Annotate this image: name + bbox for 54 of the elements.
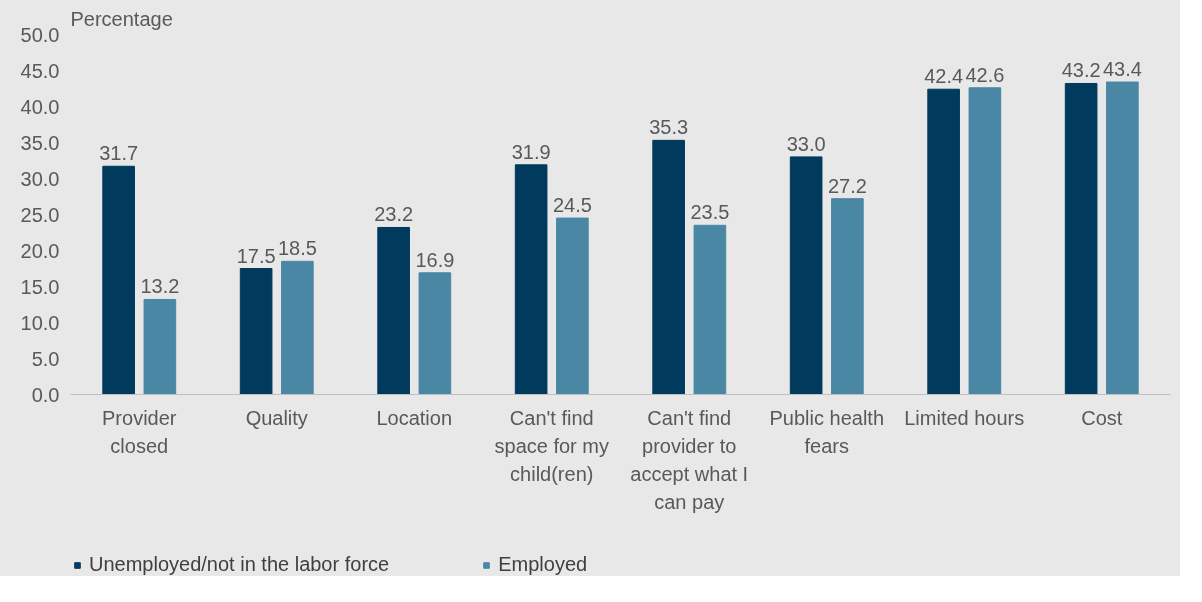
bar [1064,82,1098,395]
data-label: 23.5 [690,201,730,224]
legend-label: Employed [498,553,588,576]
x-tick-label: Cost [1081,406,1123,429]
x-tick-label: Can't find provider to accept what I can pay [630,406,749,513]
data-label: 16.9 [415,248,455,271]
bar [831,198,864,395]
data-label: 43.4 [1102,58,1142,81]
y-tick-label: 15.0 [20,275,60,298]
y-tick-label: 10.0 [20,311,60,334]
bar [143,298,177,395]
bar [556,217,589,395]
y-tick-label: 25.0 [20,203,60,226]
y-tick-label: 0.0 [31,383,60,406]
y-tick-label: 5.0 [31,347,60,370]
data-label: 35.3 [649,116,689,139]
x-tick-label: Limited hours [904,406,1025,429]
data-label: 42.6 [965,63,1005,86]
bar [927,88,960,395]
bar [1106,81,1139,395]
x-tick-label: Quality [245,406,308,429]
x-tick-label: Location [376,406,453,429]
bar [239,268,273,395]
data-label: 43.2 [1061,59,1101,82]
bar [652,139,685,395]
bar [377,226,410,395]
bar [281,260,314,395]
y-tick-label: 30.0 [20,167,60,190]
legend-label: Unemployed/not in the labor force [89,553,390,576]
data-label: 24.5 [552,194,592,217]
x-tick-label: Public health fears [769,406,885,457]
x-tick-label: Provider closed [102,406,177,457]
y-tick-label: 35.0 [20,131,60,154]
data-label: 18.5 [277,237,317,260]
data-label: 31.9 [511,140,551,163]
y-axis-title: Percentage [70,7,173,30]
y-tick-label: 50.0 [20,23,60,46]
y-tick-label: 20.0 [20,239,60,262]
bar [789,156,823,395]
data-label: 42.4 [924,65,964,88]
bar [968,87,1002,395]
bar [102,165,135,395]
data-label: 27.2 [827,174,867,197]
y-tick-label: 45.0 [20,59,60,82]
y-tick-label: 40.0 [20,95,60,118]
data-label: 13.2 [140,275,180,298]
x-tick-label: Can't find space for my child(ren) [494,406,609,485]
data-label: 23.2 [374,203,414,226]
data-label: 31.7 [99,142,139,165]
bar [514,164,548,395]
bar [693,224,727,395]
bar [418,272,452,395]
data-label: 33.0 [786,132,826,155]
data-label: 17.5 [236,244,276,267]
